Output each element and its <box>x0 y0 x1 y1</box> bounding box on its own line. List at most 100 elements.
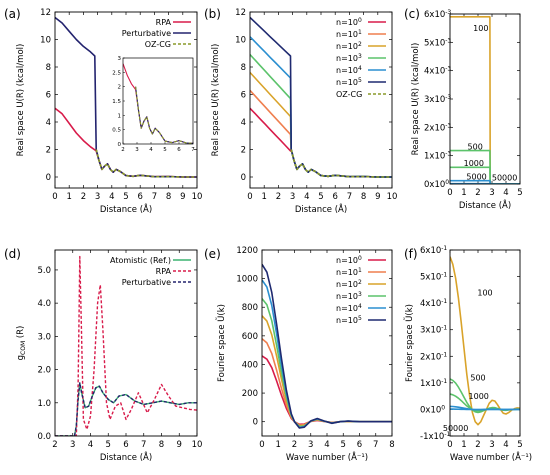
e-xtick-label: 8 <box>389 440 394 450</box>
d-ylabel: gCOM (R) <box>16 326 27 361</box>
c-xtick-label: 3 <box>489 188 494 198</box>
a-ylabel: Real space U(R) (kcal/mol) <box>16 44 26 157</box>
a-ytick-label: 10 <box>40 36 51 46</box>
b-ytick-label: 6 <box>241 91 246 101</box>
c-ytick-label: 0x100 <box>424 179 449 190</box>
a-xtick-label: 7 <box>152 192 157 202</box>
a-ytick-label: 0 <box>46 173 51 183</box>
f-ytick-label: 0x100 <box>420 404 445 415</box>
e-ytick-label: 0 <box>253 418 258 428</box>
a-xtick-label: 5 <box>123 192 128 202</box>
c-series-label: 500 <box>468 143 483 152</box>
c-ytick-label: 4x10-3 <box>424 66 451 77</box>
b-xtick-label: 8 <box>361 192 366 202</box>
d-xtick-label: 8 <box>159 440 164 450</box>
e-ytick-label: 200 <box>242 389 258 399</box>
d-frame <box>54 249 198 437</box>
a-xtick-label: 0 <box>52 192 57 202</box>
a-xtick-label: 6 <box>137 192 142 202</box>
b-xtick-label: 5 <box>318 192 323 202</box>
a-inset-xtick-label: 6 <box>177 147 181 153</box>
a-inset-xtick-label: 2 <box>121 147 125 153</box>
c-xtick-label: 4 <box>503 188 508 198</box>
a-ytick-label: 4 <box>46 118 51 128</box>
b-ytick-label: 10 <box>235 36 246 46</box>
f-series-label: 500 <box>470 374 485 383</box>
b-xtick-label: 9 <box>375 192 380 202</box>
e-ytick-label: 1200 <box>236 246 258 256</box>
c-xtick-label: 2 <box>475 188 480 198</box>
c-series-label: 5000 <box>466 173 486 182</box>
c-xtick-label: 5 <box>517 188 522 198</box>
f-ytick-label: 5x10-1 <box>420 272 447 283</box>
d-series-1 <box>55 255 197 436</box>
f-series-0 <box>450 256 520 426</box>
f-ytick-label: 3x10-1 <box>420 325 447 336</box>
b-ytick-label: 8 <box>241 63 246 73</box>
a-inset-xtick-label: 7 <box>191 147 195 153</box>
a-legend-label: RPA <box>156 18 172 27</box>
a-inset-ytick-label: 2.5 <box>112 70 121 76</box>
f-ylabel: Fourier space Ũ(k) <box>403 304 415 382</box>
c-xtick-label: 0 <box>447 188 452 198</box>
panel-label-0: (a) <box>4 7 21 21</box>
b-legend-label: n=105 <box>336 77 362 87</box>
b-xtick-label: 3 <box>290 192 295 202</box>
f-xtick-label: 5 <box>517 440 522 450</box>
b-series-0 <box>250 107 392 178</box>
a-inset-ytick-label: 1.5 <box>112 99 121 105</box>
c-series-label: 1000 <box>464 159 484 168</box>
e-xtick-label: 2 <box>292 440 297 450</box>
d-ytick-label: 3.0 <box>37 332 51 342</box>
b-xtick-label: 6 <box>332 192 337 202</box>
d-xtick-label: 7 <box>141 440 146 450</box>
f-xtick-label: 1 <box>461 440 466 450</box>
b-series-3 <box>250 54 392 178</box>
a-legend-label: OZ-CG <box>145 40 171 49</box>
a-xtick-label: 1 <box>66 192 71 202</box>
b-ytick-label: 0 <box>241 173 246 183</box>
f-series-label: 1000 <box>469 392 489 401</box>
e-xtick-label: 4 <box>324 440 329 450</box>
a-inset-series-2 <box>135 86 193 144</box>
e-ytick-label: 1000 <box>236 275 258 285</box>
b-frame <box>249 11 393 189</box>
c-ytick-label: 1x10-3 <box>424 151 451 162</box>
e-xtick-label: 1 <box>276 440 281 450</box>
a-series-1 <box>55 16 197 178</box>
c-ytick-label: 3x10-3 <box>424 94 451 105</box>
a-legend-label: Perturbative <box>122 29 171 38</box>
e-ytick-label: 600 <box>242 332 258 342</box>
b-xtick-label: 0 <box>247 192 252 202</box>
d-xtick-label: 6 <box>123 440 128 450</box>
f-xtick-label: 3 <box>489 440 494 450</box>
d-xlabel: Distance (Å) <box>100 451 152 463</box>
b-xtick-label: 2 <box>276 192 281 202</box>
e-legend-label: n=100 <box>336 255 362 265</box>
b-xtick-label: 1 <box>261 192 266 202</box>
a-inset-ytick-label: 3 <box>118 56 122 62</box>
e-legend-label: n=102 <box>336 279 362 289</box>
c-series-2 <box>450 166 520 184</box>
d-xtick-label: 3 <box>70 440 75 450</box>
a-xtick-label: 3 <box>95 192 100 202</box>
panel-label-4: (e) <box>204 247 221 261</box>
panel-label-1: (b) <box>204 7 221 21</box>
b-series-6 <box>290 149 392 178</box>
b-xtick-label: 10 <box>387 192 398 202</box>
panel-label-2: (c) <box>404 7 420 21</box>
d-ytick-label: 1.0 <box>37 399 51 409</box>
panel-label-5: (f) <box>404 247 418 261</box>
a-ytick-label: 2 <box>46 146 51 156</box>
e-xtick-label: 6 <box>357 440 362 450</box>
d-xtick-label: 4 <box>88 440 93 450</box>
f-series-label: 100 <box>477 289 492 298</box>
f-xlabel: Wave number (Å⁻¹) <box>450 451 532 463</box>
d-legend-label: Perturbative <box>122 278 171 287</box>
b-xtick-label: 7 <box>347 192 352 202</box>
c-ytick-label: 5x10-3 <box>424 37 451 48</box>
c-series-3 <box>450 179 520 184</box>
a-xtick-label: 9 <box>180 192 185 202</box>
f-ytick-label: 1x10-1 <box>420 378 447 389</box>
